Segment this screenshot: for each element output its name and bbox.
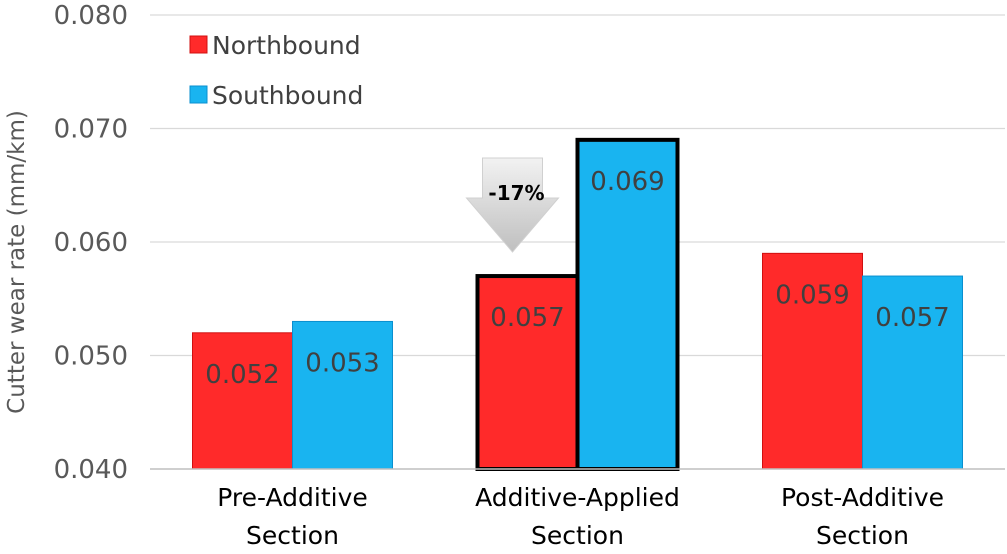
data-labels: 0.052 0.053 0.057 0.069 0.059 0.057 (205, 167, 949, 390)
legend-swatch (189, 35, 208, 54)
y-tick-label: 0.050 (54, 342, 128, 372)
y-tick-label: 0.070 (54, 115, 128, 145)
legend-swatch (189, 85, 208, 104)
down-arrow-icon (465, 157, 560, 253)
legend: Northbound Southbound (189, 31, 363, 110)
legend-entry: Northbound (212, 31, 361, 60)
y-tick-label: 0.060 (54, 228, 128, 258)
bar-southbound-1 (575, 137, 680, 471)
y-tick-label: 0.080 (54, 1, 128, 31)
bar-southbound-0 (292, 320, 393, 470)
y-axis-ticks: 0.040 0.050 0.060 0.070 0.080 (54, 1, 128, 485)
bar-northbound-0 (192, 332, 293, 470)
y-tick-label: 0.040 (54, 455, 128, 485)
category-label: Section (246, 521, 339, 550)
category-label: Section (531, 521, 624, 550)
data-label: 0.057 (490, 303, 564, 333)
reduction-annotation: -17% (465, 157, 560, 253)
category-labels: Pre-Additive Section Additive-Applied Secti… (217, 483, 944, 550)
bar-northbound-1 (475, 274, 580, 471)
data-label: 0.052 (205, 360, 279, 390)
category-label: Post-Additive (781, 483, 944, 512)
bar-southbound-2 (862, 275, 963, 470)
data-label: 0.053 (305, 348, 379, 378)
category-label: Additive-Applied (475, 483, 680, 512)
y-axis-label: Cutter wear rate (mm/km) (4, 110, 30, 414)
data-label: 0.059 (775, 280, 849, 310)
legend-entry: Southbound (212, 81, 363, 110)
data-label: 0.069 (590, 167, 664, 197)
bars (192, 137, 963, 471)
data-label: 0.057 (875, 303, 949, 333)
bar-northbound-2 (762, 252, 863, 470)
category-label: Section (816, 521, 909, 550)
annotation-text: -17% (488, 181, 544, 205)
category-label: Pre-Additive (217, 483, 368, 512)
